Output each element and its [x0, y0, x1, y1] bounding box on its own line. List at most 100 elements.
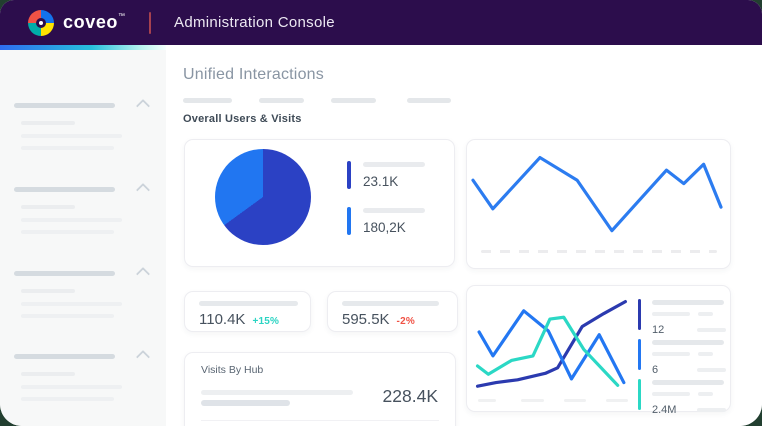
- legend-color-bar: [638, 379, 641, 410]
- hub-value: 228.4K: [382, 386, 438, 406]
- legend-body: 23.1K: [363, 161, 425, 189]
- x-axis-tick-skeleton: [606, 399, 628, 402]
- card-title: Visits By Hub: [201, 364, 264, 376]
- sidebar-group-heading-skeleton: [14, 271, 115, 276]
- legend-sub-skeleton: [652, 312, 690, 316]
- legend-label-skeleton: [652, 300, 724, 305]
- legend-value: 23.1K: [363, 174, 399, 189]
- section-title: Overall Users & Visits: [183, 113, 302, 125]
- legend-body: 2.4M: [652, 379, 730, 416]
- sidebar-item-skeleton: [21, 302, 122, 306]
- legend-value-skeleton: [697, 368, 726, 372]
- header-divider: [149, 11, 152, 34]
- sidebar-item-skeleton: [21, 314, 114, 318]
- hub-row-skeleton: [201, 400, 290, 406]
- page-title: Unified Interactions: [183, 66, 324, 83]
- chart-legend-item: 12: [638, 299, 730, 336]
- stat-label-skeleton: [199, 301, 298, 306]
- legend-sub-skeleton-row: [652, 352, 730, 356]
- row-divider: [201, 420, 439, 421]
- stat-card-users: 110.4K +15%: [184, 291, 311, 332]
- chevron-up-icon[interactable]: [135, 349, 151, 365]
- tab-skeleton: [407, 98, 451, 103]
- legend-sub-skeleton: [698, 352, 713, 356]
- sidebar-item-skeleton: [21, 230, 114, 234]
- interactions-multiline-card: 12 6: [466, 285, 731, 416]
- sidebar-item-skeleton: [21, 146, 114, 150]
- x-axis-skeleton: [481, 250, 717, 253]
- tab-skeleton: [259, 98, 304, 103]
- legend-label-skeleton: [363, 208, 425, 213]
- sidebar-item-skeleton: [21, 218, 122, 222]
- top-navigation-bar: coveo™ Administration Console: [0, 0, 762, 45]
- legend-sub-skeleton-row: [652, 392, 730, 396]
- tab-skeleton: [331, 98, 376, 103]
- visits-trend-card: [466, 139, 731, 269]
- brand-wordmark[interactable]: coveo™: [63, 12, 125, 33]
- legend-value: 6: [652, 364, 659, 376]
- legend-label-skeleton: [652, 380, 724, 385]
- brand-text: coveo: [63, 12, 119, 32]
- legend-value-row: 2.4M: [652, 404, 730, 416]
- legend-value: 180,2K: [363, 220, 406, 235]
- users-pie-chart: [215, 149, 311, 245]
- chevron-up-icon[interactable]: [135, 98, 151, 114]
- chart-legend-item: 6: [638, 339, 730, 376]
- legend-value-skeleton: [697, 408, 726, 412]
- legend-value-row: 12: [652, 324, 730, 336]
- stat-value: 595.5K: [342, 311, 390, 328]
- legend-value: 12: [652, 324, 665, 336]
- chart-legend-item: 2.4M: [638, 379, 730, 416]
- stat-label-skeleton: [342, 301, 439, 306]
- legend-label-skeleton: [363, 162, 425, 167]
- sidebar-group-heading-skeleton: [14, 103, 115, 108]
- legend-label-skeleton: [652, 340, 724, 345]
- legend-body: 6: [652, 339, 730, 376]
- legend-color-bar: [347, 161, 351, 189]
- legend-body: 180,2K: [363, 207, 425, 235]
- legend-value-skeleton: [697, 328, 726, 332]
- stat-delta-positive: +15%: [252, 316, 280, 327]
- legend-sub-skeleton: [698, 392, 713, 396]
- trademark-symbol: ™: [118, 13, 126, 20]
- legend-sub-skeleton: [652, 392, 690, 396]
- app-title: Administration Console: [174, 14, 335, 31]
- chevron-up-icon[interactable]: [135, 266, 151, 282]
- visits-trend-line-chart: [473, 150, 721, 234]
- legend-body: 12: [652, 299, 730, 336]
- stat-card-visits: 595.5K -2%: [327, 291, 458, 332]
- pie-legend-item: 23.1K: [347, 161, 425, 189]
- users-visits-pie-card: 23.1K 180,2K: [184, 139, 455, 267]
- sidebar-item-skeleton: [21, 205, 75, 209]
- pie-legend-item: 180,2K: [347, 207, 425, 235]
- coveo-logo-icon[interactable]: [28, 9, 54, 36]
- sidebar-navigation: [0, 50, 167, 426]
- hub-row-skeleton: [201, 390, 353, 395]
- legend-sub-skeleton-row: [652, 312, 730, 316]
- sidebar-item-skeleton: [21, 121, 75, 125]
- chevron-up-icon[interactable]: [135, 182, 151, 198]
- legend-value: 2.4M: [652, 404, 677, 416]
- legend-color-bar: [638, 299, 641, 330]
- sidebar-item-skeleton: [21, 134, 122, 138]
- x-axis-tick-skeleton: [478, 399, 496, 402]
- sidebar-item-skeleton: [21, 397, 114, 401]
- accent-gradient-bar: [0, 45, 166, 50]
- stat-delta-negative: -2%: [396, 316, 415, 327]
- legend-color-bar: [638, 339, 641, 370]
- legend-sub-skeleton: [652, 352, 690, 356]
- stat-row: 595.5K -2%: [342, 311, 415, 328]
- sidebar-item-skeleton: [21, 372, 75, 376]
- stat-row: 110.4K +15%: [199, 311, 279, 328]
- legend-value-row: 6: [652, 364, 730, 376]
- x-axis-tick-skeleton: [521, 399, 544, 402]
- legend-sub-skeleton: [698, 312, 713, 316]
- tab-skeleton: [183, 98, 232, 103]
- sidebar-item-skeleton: [21, 289, 75, 293]
- x-axis-tick-skeleton: [564, 399, 586, 402]
- stat-value: 110.4K: [199, 311, 246, 328]
- main-content: Unified Interactions Overall Users & Vis…: [166, 50, 762, 426]
- sidebar-group-heading-skeleton: [14, 354, 115, 359]
- sidebar-group-heading-skeleton: [14, 187, 115, 192]
